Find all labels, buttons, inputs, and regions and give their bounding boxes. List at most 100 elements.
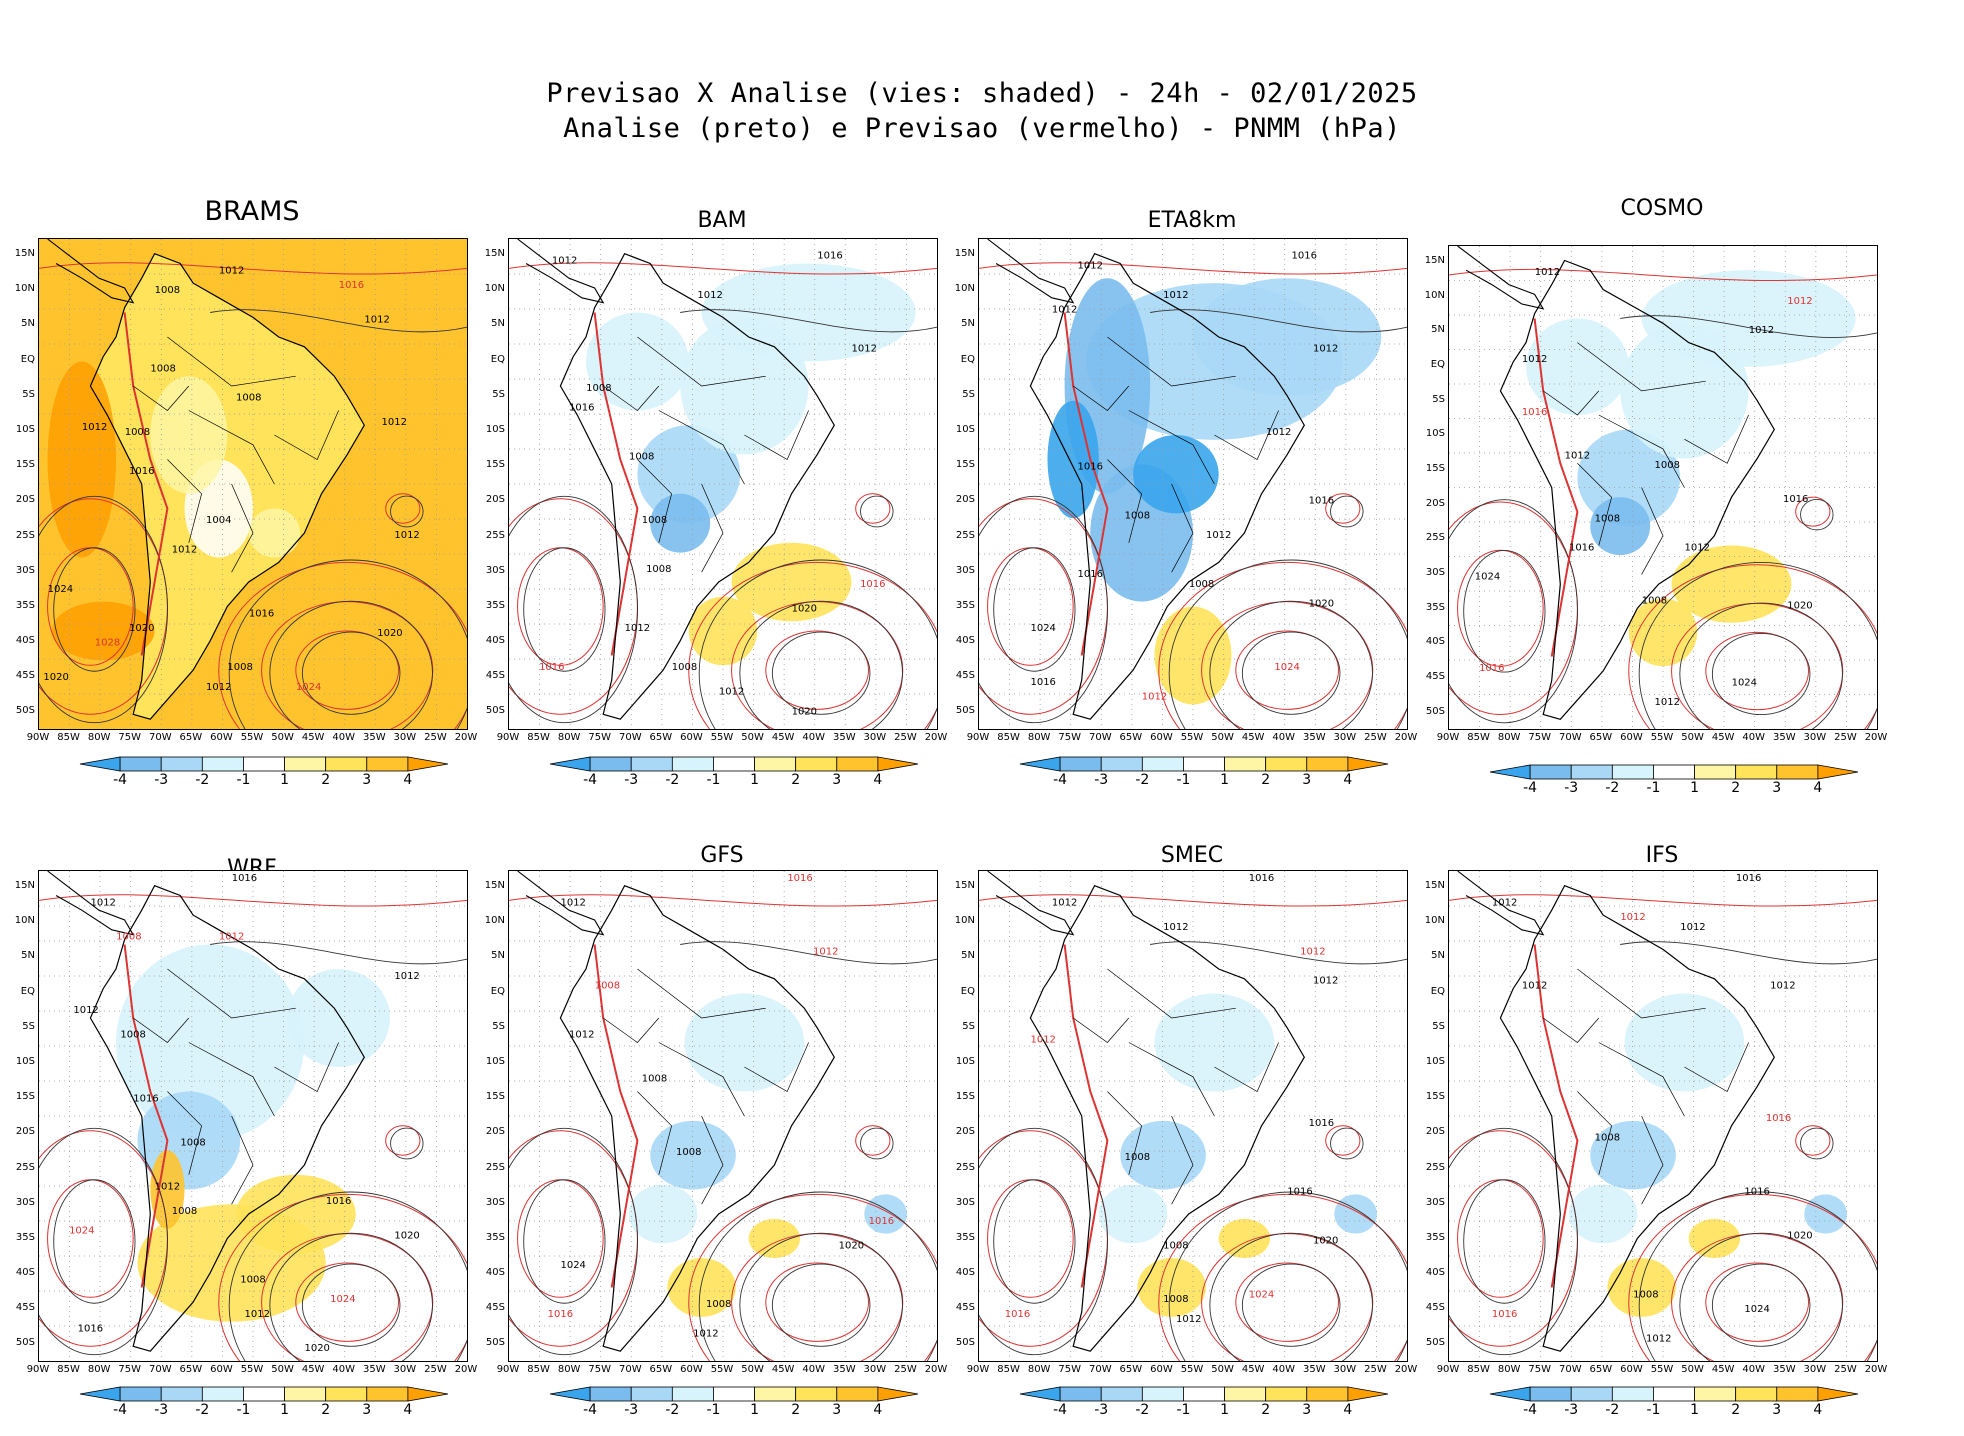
colorbar-swatch [671,756,714,772]
lat-label: EQ [490,353,505,365]
colorbar-swatch [1183,756,1225,772]
lat-label: 40S [1425,1267,1445,1279]
colorbar-swatch [1653,764,1695,780]
contour-label: 1008 [155,285,180,296]
coastline [559,884,835,1352]
lat-label: 20S [485,1126,505,1138]
figure-title-line2: Analise (preto) e Previsao (vermelho) - … [563,113,1401,144]
colorbar-swatch [119,1386,162,1402]
bias-blob [684,993,805,1092]
map-ifs: 1016 1012 1012 1012 1012 1012 1008 1016 1016 1020… [1448,870,1878,1362]
lon-label: 35W [1772,1364,1796,1375]
forecast-isobar [855,1125,891,1156]
coastline [517,239,605,304]
bias-blob [748,1218,801,1259]
forecast-isobar [295,630,400,710]
colorbar-swatch [1776,1386,1819,1402]
colorbar-tick: 4 [1343,1402,1353,1418]
lat-label: 50S [485,705,505,717]
contour-label: 1020 [377,628,402,639]
contour-label: 1012 [813,946,838,957]
colorbar-tick: 1 [750,1402,759,1418]
lon-label: 65W [649,732,673,743]
lat-label: 30S [15,564,35,576]
colorbar-swatch [630,756,673,772]
lon-label: 55W [240,732,264,743]
lat-label: 15S [15,459,35,471]
contour-label: 1012 [693,1329,718,1340]
analysis-isobar [228,1191,467,1361]
lon-label: 60W [1620,1364,1643,1375]
lat-label: 10N [954,283,975,295]
colorbar-swatch [1265,756,1308,772]
lat-label: 15N [484,248,505,259]
lat-label: 35S [955,1231,975,1243]
contour-label: 1012 [1206,530,1231,541]
country-border [658,410,745,485]
lat-label: 20S [485,494,505,506]
forecast-isobar [1449,268,1877,282]
contour-label: 1012 [245,1309,270,1320]
colorbar-swatch [160,756,203,772]
map-eta8km: 1012 1016 1012 1012 1012 1012 1016 1008 1012 1016… [978,238,1408,730]
bias-blob [1218,1218,1271,1259]
lat-label: 10S [955,423,975,435]
contour-label: 1016 [1309,496,1334,507]
lon-label: 30W [1803,1364,1827,1375]
contour-label: 1012 [1142,692,1167,703]
lon-label: 70W [618,1364,642,1375]
analysis-isobar [1150,309,1407,333]
contour-label: 1012 [394,971,419,982]
contour-label: 1008 [172,1206,197,1217]
lon-label: 70W [1558,732,1582,743]
contour-label: 1012 [1770,981,1795,992]
analysis-isobar [1241,1263,1341,1347]
forecast-isobar [765,1262,870,1342]
colorbar-tick: 2 [1731,780,1741,796]
lat-label: 40S [15,635,35,647]
lat-label: 20S [955,494,975,506]
analysis-isobar [1711,633,1811,716]
colorbar-swatch [1100,756,1143,772]
contour-label: 1020 [43,672,68,683]
contour-label: 1016 [133,1093,158,1104]
lon-label: 65W [1119,1364,1143,1375]
colorbar-swatch [1347,1386,1389,1402]
contour-label: 1016 [787,873,812,884]
bias-blob [51,601,155,661]
colorbar-swatch [284,1386,327,1402]
colorbar-tick: -2 [1135,772,1150,788]
country-border [167,1091,202,1175]
analysis-isobar [1330,495,1364,528]
colorbar-swatch [836,1386,879,1402]
contour-label: 1008 [706,1299,731,1310]
lat-label: 5S [962,388,975,400]
colorbar-tick: 1 [1690,780,1699,796]
analysis-isobar [1800,498,1834,531]
lat-label: 30S [1425,1196,1445,1208]
contour-label: 1012 [73,1005,98,1016]
forecast-isobar [1063,944,1109,1288]
analysis-isobar [1711,1263,1811,1347]
lon-label: 60W [1150,732,1173,743]
forecast-isobar [1795,496,1831,527]
contour-label: 1016 [1522,407,1547,418]
lat-label: 20S [1425,497,1445,509]
lat-label: 10N [14,915,35,927]
lon-label: 85W [57,1364,80,1375]
colorbar-swatch [1019,1386,1061,1402]
contour-label: 1020 [129,623,154,634]
lat-label: 15N [954,880,975,891]
country-border [1072,1017,1130,1043]
lon-label: 20W [454,1364,478,1375]
contour-label: 1008 [180,1137,205,1148]
analysis-isobar [1330,1127,1364,1160]
contour-label: 1012 [206,682,231,693]
forecast-isobar [1705,1262,1810,1342]
country-border [637,336,766,387]
bias-blob [1688,1218,1741,1259]
bias-blob [701,263,916,362]
panel-title-gfs: GFS [700,843,744,868]
bias-blob [688,596,758,666]
colorbar-swatch [713,756,755,772]
